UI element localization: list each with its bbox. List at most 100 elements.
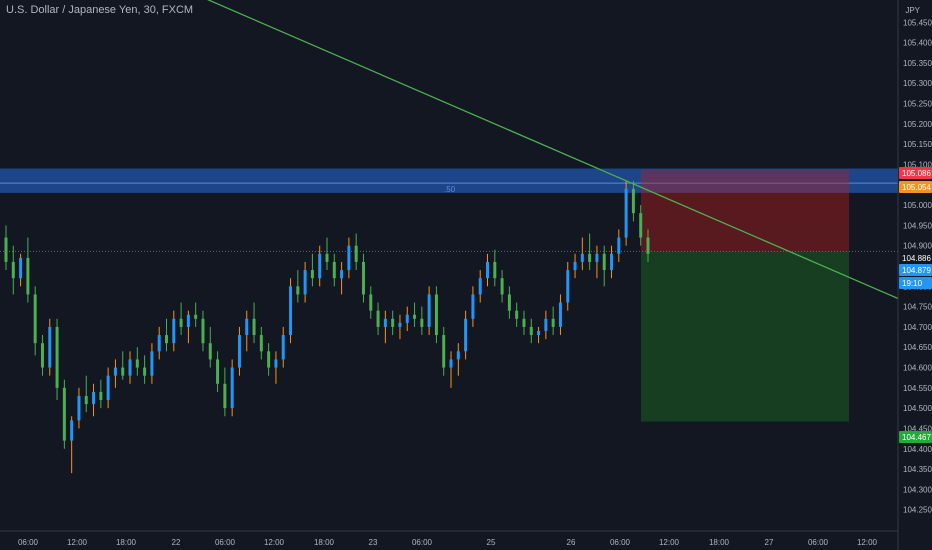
candle-body	[631, 188, 635, 214]
candle-body	[464, 318, 468, 352]
price-tick-label: 105.100	[903, 160, 932, 169]
candle-body	[201, 318, 205, 344]
candle-body	[595, 253, 599, 262]
price-tick-label: 105.250	[903, 100, 932, 109]
price-tag-label: 104.879	[902, 266, 931, 275]
candle-body	[40, 343, 44, 368]
candle-body	[456, 351, 460, 360]
time-tick-label: 26	[567, 538, 576, 547]
candle-body	[376, 310, 380, 327]
price-axis[interactable]: 105.450 105.400 105.350 105.300 105.250 105.2…	[903, 18, 932, 514]
time-tick-label: 25	[487, 538, 496, 547]
candle-body	[165, 335, 168, 344]
candle-body	[252, 318, 256, 336]
price-tick-label: 105.000	[903, 201, 932, 210]
price-tag	[899, 167, 932, 179]
candle-body	[303, 270, 307, 295]
price-tick-label: 104.350	[903, 465, 932, 474]
candle-body	[26, 257, 30, 295]
candle-body	[194, 314, 198, 319]
candle-body	[413, 314, 417, 319]
price-tag-label: 19:10	[902, 279, 923, 288]
candle-body	[274, 359, 278, 368]
candle-body	[332, 261, 336, 279]
candle-body	[493, 261, 497, 279]
price-tag	[899, 277, 932, 289]
candle-body	[573, 261, 577, 271]
time-tick-label: 06:00	[412, 538, 433, 547]
price-tick-label: 105.150	[903, 140, 932, 149]
price-tick-label: 105.300	[903, 79, 932, 88]
price-tag	[899, 264, 932, 276]
candle-body	[361, 261, 365, 295]
price-tick-label: 104.900	[903, 242, 932, 251]
candles-layer	[4, 180, 650, 474]
price-tick-label: 105.400	[903, 39, 932, 48]
time-tick-label: 12:00	[659, 538, 680, 547]
candle-body	[143, 367, 147, 376]
candle-body	[449, 359, 453, 368]
price-tick-label: 104.650	[903, 343, 932, 352]
candle-body	[340, 270, 344, 279]
candle-body	[70, 420, 74, 441]
candle-body	[48, 326, 52, 368]
candle-body	[580, 253, 584, 262]
candle-body	[237, 335, 241, 368]
time-tick-label: 18:00	[116, 538, 137, 547]
stop-loss-zone	[641, 170, 849, 251]
time-tick-label: 06:00	[808, 538, 829, 547]
candle-body	[135, 359, 139, 368]
time-tick-label: 27	[765, 538, 774, 547]
price-tick-label: 104.750	[903, 303, 932, 312]
candle-body	[113, 367, 117, 376]
price-tick-label: 104.400	[903, 445, 932, 454]
time-tick-label: 12:00	[264, 538, 285, 547]
candle-body	[500, 278, 504, 295]
candle-body	[486, 261, 489, 279]
time-tick-label: 12:00	[857, 538, 878, 547]
candle-body	[179, 318, 183, 327]
candle-body	[289, 286, 293, 336]
symbol-title[interactable]: U.S. Dollar / Japanese Yen, 30, FXCM	[6, 4, 194, 16]
candle-body	[208, 343, 212, 360]
price-tick-label: 104.500	[903, 404, 932, 413]
candle-body	[602, 253, 606, 271]
candle-body	[4, 237, 8, 262]
time-tick-label: 18:00	[709, 538, 730, 547]
price-tag-label: 105.086	[902, 169, 931, 178]
candle-body	[230, 367, 234, 409]
candle-body	[157, 335, 161, 352]
price-tick-label: 105.200	[903, 120, 932, 129]
currency-label: JPY	[905, 6, 920, 15]
price-tags: 105.086 105.054 104.886 104.879 19:10 104.467	[899, 167, 932, 443]
price-tag	[899, 431, 932, 443]
supply-zone	[0, 168, 898, 193]
candle-body	[245, 318, 249, 336]
time-tick-label: 18:00	[314, 538, 335, 547]
price-tick-label: 104.550	[903, 384, 932, 393]
candle-body	[354, 245, 358, 262]
candle-body	[325, 253, 329, 262]
candle-body	[558, 302, 562, 327]
time-axis[interactable]: 06:00 12:00 18:00 22 06:00 12:00 18:00 23 06:00 2…	[18, 538, 878, 547]
candle-body	[216, 359, 220, 384]
price-tag-label: 105.054	[902, 183, 931, 192]
candle-body	[128, 359, 132, 376]
candle-body	[639, 213, 643, 238]
price-tick-label: 104.600	[903, 364, 932, 373]
candle-body	[566, 270, 570, 303]
time-tick-label: 23	[369, 538, 378, 547]
price-tag	[899, 181, 932, 193]
candle-body	[84, 395, 88, 405]
price-tick-label: 105.450	[903, 18, 932, 27]
candle-body	[537, 330, 541, 336]
candle-body	[544, 318, 548, 331]
candle-body	[223, 383, 227, 409]
candle-body	[478, 278, 482, 295]
price-tick-label: 104.700	[903, 323, 932, 332]
candle-body	[646, 237, 650, 254]
candle-body	[318, 253, 322, 279]
candle-body	[610, 253, 614, 271]
candle-body	[310, 270, 314, 279]
